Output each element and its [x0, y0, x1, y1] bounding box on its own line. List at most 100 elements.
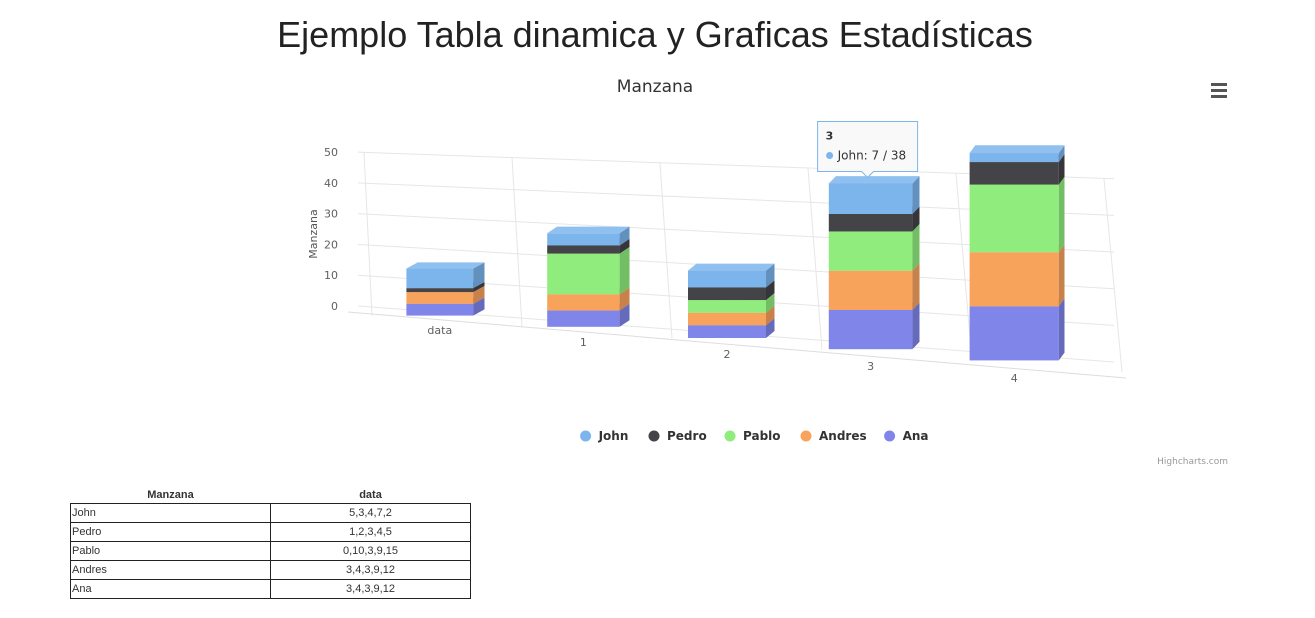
y-tick-label: 0	[331, 300, 338, 313]
bars-layer	[406, 145, 1065, 361]
table-cell-name: Pedro	[70, 522, 271, 542]
legend-label: John	[598, 429, 629, 443]
bar-segment[interactable]	[969, 162, 1059, 185]
legend-label: Andres	[819, 429, 867, 443]
table-cell-name: John	[70, 503, 271, 523]
legend-item[interactable]: John	[580, 429, 628, 443]
bar-segment[interactable]	[547, 233, 620, 246]
y-axis-ticks: 0 10 20 30 40 50	[324, 146, 338, 313]
x-axis-ticks: data 1 2 3 4	[427, 324, 1017, 385]
bar-segment-side	[473, 297, 485, 316]
table-row: Pablo 0,10,3,9,15	[70, 541, 471, 561]
bar-segment-side	[912, 206, 920, 232]
bar-segment[interactable]	[688, 300, 766, 313]
legend-item[interactable]: Pedro	[648, 429, 707, 443]
bar-segment[interactable]	[828, 309, 913, 350]
table-cell-values: 5,3,4,7,2	[270, 503, 471, 523]
table-cell-name: Andres	[70, 560, 271, 580]
bar-segment[interactable]	[406, 292, 474, 304]
gridline-vertical	[511, 157, 523, 328]
y-tick-label: 40	[324, 177, 338, 190]
bar-segment-side	[766, 318, 775, 338]
column-stack	[547, 226, 630, 327]
gridline-vertical	[363, 152, 373, 317]
bar-segment[interactable]	[406, 268, 474, 289]
bar-segment-top	[688, 263, 775, 271]
table-cell-values: 3,4,3,9,12	[270, 579, 471, 599]
table-header-cell: Manzana	[147, 489, 194, 501]
bar-segment[interactable]	[406, 303, 474, 316]
bar-segment-side	[1058, 154, 1065, 185]
column-stack	[688, 263, 775, 338]
bar-segment-side	[1058, 145, 1065, 163]
bar-segment[interactable]	[688, 325, 766, 338]
bar-segment[interactable]	[828, 231, 913, 271]
bar-segment[interactable]	[688, 270, 766, 288]
chart-title: Manzana	[617, 77, 693, 97]
legend-label: Pedro	[667, 429, 707, 443]
y-tick-label: 50	[324, 146, 338, 159]
legend-item[interactable]: Pablo	[724, 429, 781, 443]
column-stack	[828, 176, 920, 350]
bar-segment-side	[619, 246, 630, 295]
bar-segment-side	[473, 281, 485, 293]
y-tick-label: 20	[324, 238, 338, 251]
bar-segment[interactable]	[406, 288, 474, 293]
tooltip-text: John: 7 / 38	[837, 148, 907, 162]
bar-segment[interactable]	[547, 253, 620, 295]
bar-segment[interactable]	[828, 183, 913, 215]
bar-segment-side	[766, 305, 775, 326]
gridline-vertical	[807, 168, 823, 350]
bar-segment-side	[912, 224, 920, 271]
bar-segment-top	[547, 226, 630, 234]
bar-segment[interactable]	[688, 312, 766, 326]
x-tick-label: 4	[1011, 372, 1018, 385]
legend-item[interactable]: Andres	[800, 429, 867, 443]
x-tick-label: data	[427, 324, 452, 337]
bar-segment[interactable]	[969, 252, 1059, 307]
bar-segment-side	[766, 293, 775, 313]
bar-segment[interactable]	[547, 245, 620, 254]
table-row: Ana 3,4,3,9,12	[70, 579, 471, 599]
x-tick-label: 1	[580, 336, 587, 349]
legend-item[interactable]: Ana	[884, 429, 929, 443]
bar-segment[interactable]	[969, 184, 1059, 253]
y-tick-label: 10	[324, 269, 338, 282]
bar-segment-side	[473, 285, 485, 304]
table-cell-name: Ana	[70, 579, 271, 599]
legend-marker	[648, 430, 660, 442]
bar-segment[interactable]	[828, 270, 913, 310]
data-table: Manzana data John 5,3,4,7,2 Pedro 1,2,3,…	[70, 487, 471, 599]
table-header-row: Manzana data	[71, 487, 471, 504]
table-cell-name: Pablo	[70, 541, 271, 561]
bar-segment-side	[912, 302, 920, 350]
bar-segment[interactable]	[969, 306, 1059, 361]
tooltip-box	[817, 120, 919, 179]
column-stack	[969, 145, 1065, 361]
tooltip: 3 John: 7 / 38	[817, 120, 919, 179]
legend-marker	[724, 430, 736, 442]
x-tick-label: 3	[867, 360, 874, 373]
hamburger-menu-icon[interactable]	[1205, 80, 1233, 102]
table-row: John 5,3,4,7,2	[70, 503, 471, 523]
chart-container: Manzana Manzana 0 10 20 30 40 50 data 1 2 3 4 3 J…	[290, 68, 1240, 470]
bar-segment[interactable]	[547, 310, 620, 327]
legend-marker	[800, 430, 812, 442]
x-axis-line	[347, 311, 1127, 379]
y-axis-label: Manzana	[307, 209, 320, 258]
bar-segment-top	[406, 262, 485, 269]
bar-segment[interactable]	[547, 294, 620, 311]
bar-segment-side	[619, 238, 630, 254]
credits-link[interactable]: Highcharts.com	[1157, 457, 1228, 467]
tooltip-header: 3	[826, 129, 834, 142]
gridline-vertical	[659, 162, 673, 339]
bar-segment-side	[473, 262, 485, 289]
bar-segment[interactable]	[828, 214, 913, 232]
bar-segment-side	[912, 263, 920, 310]
column-stack	[406, 262, 485, 316]
bar-segment[interactable]	[688, 287, 766, 301]
bar-segment-side	[1058, 298, 1065, 361]
page-title: Ejemplo Tabla dinamica y Graficas Estadí…	[277, 14, 1033, 55]
legend-marker	[580, 430, 592, 442]
bar-segment[interactable]	[969, 153, 1059, 163]
